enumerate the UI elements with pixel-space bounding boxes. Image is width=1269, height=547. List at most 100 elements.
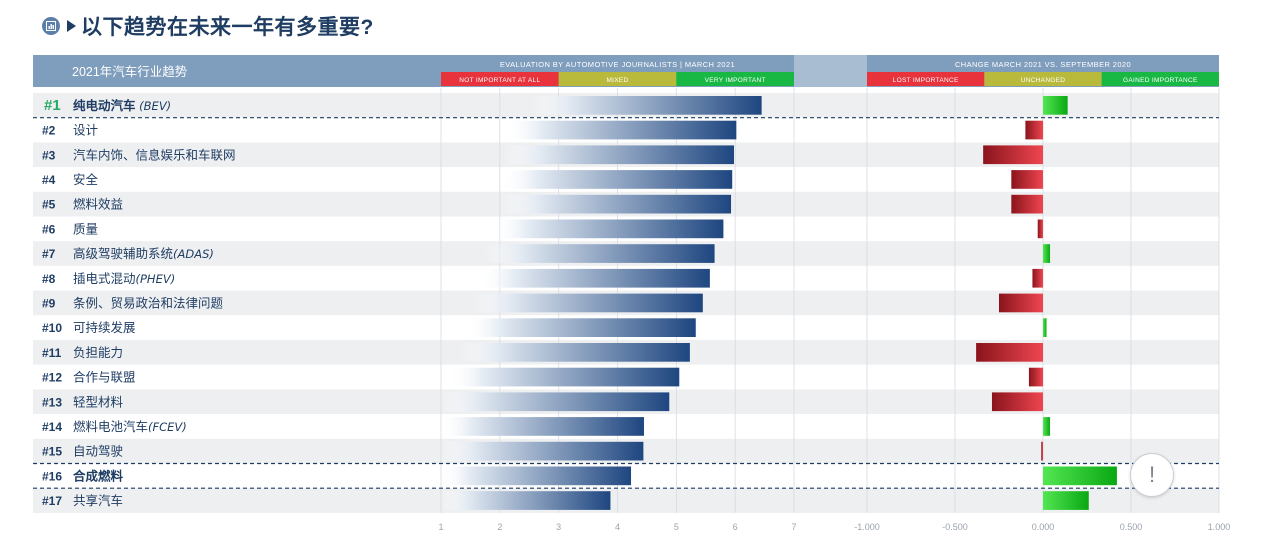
row-rank: #1 xyxy=(44,97,61,114)
row-label-suffix: (ADAS) xyxy=(173,247,214,261)
change-scale-segment xyxy=(984,72,1102,86)
change-scale-segment xyxy=(867,72,985,86)
header-change: CHANGE MARCH 2021 VS. SEPTEMBER 2020 xyxy=(955,60,1131,69)
evaluation-scale-label: VERY IMPORTANT xyxy=(705,77,766,84)
change-bar xyxy=(983,145,1043,165)
evaluation-bar xyxy=(484,244,715,263)
evaluation-tick-label: 5 xyxy=(674,522,679,532)
evaluation-tick-label: 4 xyxy=(615,522,620,532)
change-bar xyxy=(976,343,1043,362)
change-tick-label: 0.500 xyxy=(1120,522,1143,532)
evaluation-bar xyxy=(502,170,733,189)
evaluation-bar xyxy=(531,96,762,115)
row-rank: #6 xyxy=(42,222,56,236)
change-bar xyxy=(1032,268,1043,288)
title-row: 以下趋势在未来一年有多重要? xyxy=(42,10,374,42)
evaluation-bar xyxy=(479,268,710,288)
evaluation-bar xyxy=(493,219,724,239)
row-rank: #3 xyxy=(42,148,56,162)
change-bar xyxy=(1043,96,1068,115)
evaluation-bar xyxy=(459,343,690,362)
evaluation-bar xyxy=(441,466,632,486)
row-rank: #15 xyxy=(42,445,62,459)
row-rank: #17 xyxy=(42,494,62,508)
change-bar xyxy=(1043,491,1089,510)
change-scale-segment xyxy=(1101,72,1219,86)
change-tick-label: -1.000 xyxy=(854,522,880,532)
row-label-suffix: (FCEV) xyxy=(148,420,187,434)
change-bar xyxy=(1043,244,1051,263)
change-scale-label: LOST IMPORTANCE xyxy=(893,77,959,84)
row-rank: #4 xyxy=(42,173,56,187)
evaluation-bar xyxy=(465,318,696,337)
header-evaluation: EVALUATION BY AUTOMOTIVE JOURNALISTS | M… xyxy=(500,60,735,69)
row-label: 燃料电池汽车(FCEV) xyxy=(73,419,187,434)
row-label: 质量 xyxy=(73,221,98,236)
row-label: 插电式混动(PHEV) xyxy=(73,271,175,286)
row-label: 可持续发展 xyxy=(73,320,136,335)
evaluation-bar xyxy=(441,417,644,436)
evaluation-bar xyxy=(441,491,611,510)
evaluation-tick-label: 1 xyxy=(438,522,443,532)
row-label: 设计 xyxy=(73,123,98,138)
row-label: 负担能力 xyxy=(73,345,123,360)
play-arrow-icon xyxy=(67,20,76,32)
row-label-suffix: (BEV) xyxy=(136,99,172,113)
evaluation-bar xyxy=(441,441,644,461)
row-rank: #10 xyxy=(42,321,62,335)
row-rank: #5 xyxy=(42,198,56,212)
evaluation-scale-segment xyxy=(558,72,677,86)
row-label: 安全 xyxy=(73,172,99,187)
row-label: 自动驾驶 xyxy=(73,444,124,459)
row-rank: #14 xyxy=(42,420,62,434)
row-rank: #11 xyxy=(42,346,62,360)
row-labels: #1 纯电动汽车 (BEV) #2 设计 #3 汽车内饰、信息娱乐和车联网 #4 安全 #5 燃料… xyxy=(42,97,236,508)
row-background xyxy=(33,488,1219,513)
change-bar xyxy=(1028,367,1043,387)
evaluation-tick-label: 7 xyxy=(791,522,796,532)
evaluation-scale-label: MIXED xyxy=(606,77,628,84)
evaluation-bar xyxy=(503,145,734,165)
evaluation-bars xyxy=(441,96,762,510)
evaluation-scale-label: NOT IMPORTANT AT ALL xyxy=(459,77,540,84)
row-label: 轻型材料 xyxy=(73,394,124,409)
change-bar xyxy=(1043,417,1051,436)
row-rank: #13 xyxy=(42,395,62,409)
header-gap xyxy=(794,55,867,87)
change-bars xyxy=(976,96,1117,510)
row-label: 合成燃料 xyxy=(73,468,124,483)
chart-header: 2021年汽车行业趋势 EVALUATION BY AUTOMOTIVE JOUR… xyxy=(33,55,1219,87)
evaluation-bar xyxy=(441,392,670,412)
evaluation-scale-segment xyxy=(676,72,794,86)
evaluation-tick-label: 3 xyxy=(556,522,561,532)
page-title: 以下趋势在未来一年有多重要? xyxy=(81,16,374,39)
change-bar xyxy=(1011,170,1043,189)
change-tick-label: 1.000 xyxy=(1208,522,1231,532)
change-bar xyxy=(1043,318,1047,337)
row-header: 2021年汽车行业趋势 xyxy=(72,64,188,79)
row-label: 共享汽车 xyxy=(73,493,123,508)
row-label: 条例、贸易政治和法律问题 xyxy=(73,295,224,310)
row-rank: #2 xyxy=(42,124,56,138)
evaluation-bar xyxy=(449,367,680,387)
row-rank: #9 xyxy=(42,296,56,310)
change-scale-label: UNCHANGED xyxy=(1021,77,1066,84)
exclamation-icon[interactable]: ! xyxy=(1130,453,1174,497)
change-bar xyxy=(1041,441,1043,461)
change-bar xyxy=(1043,466,1117,486)
evaluation-bar xyxy=(506,120,737,140)
row-rank: #7 xyxy=(42,247,56,261)
change-scale-label: GAINED IMPORTANCE xyxy=(1123,77,1198,84)
row-label: 合作与联盟 xyxy=(73,370,136,385)
evaluation-tick-label: 6 xyxy=(733,522,738,532)
change-tick-label: 0.000 xyxy=(1032,522,1055,532)
change-bar xyxy=(991,392,1043,412)
row-rank: #12 xyxy=(42,371,62,385)
row-label: 高级驾驶辅助系统(ADAS) xyxy=(73,246,214,261)
row-label: 纯电动汽车 (BEV) xyxy=(73,98,171,113)
change-bar xyxy=(1011,194,1043,214)
change-bar xyxy=(1025,120,1043,140)
evaluation-bar xyxy=(501,194,732,214)
evaluation-bar xyxy=(472,293,703,313)
